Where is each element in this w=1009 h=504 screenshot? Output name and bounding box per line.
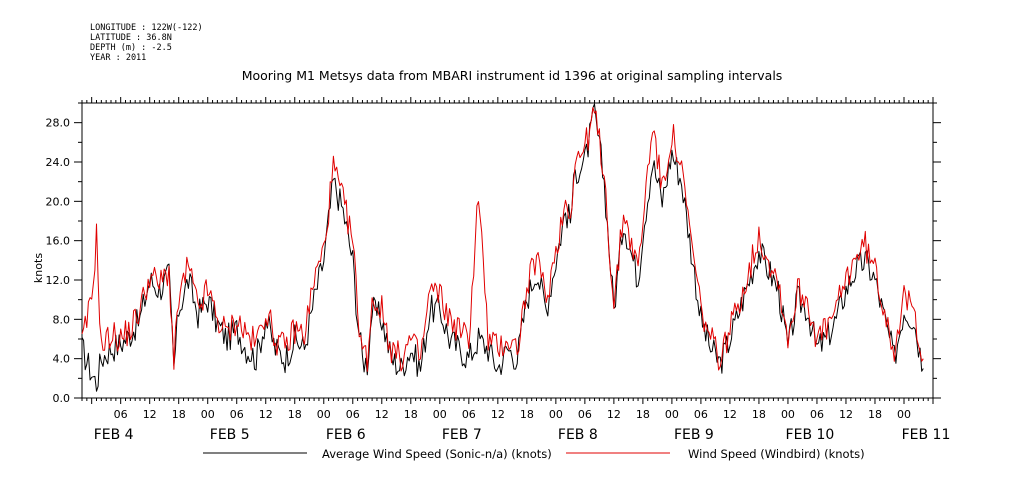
legend: Average Wind Speed (Sonic-n/a) (knots) W… bbox=[203, 447, 865, 461]
x-hour-label: 12 bbox=[723, 408, 737, 421]
metadata-block: LONGITUDE : 122W(-122) LATITUDE : 36.8N … bbox=[90, 23, 203, 63]
y-axis-ticks bbox=[74, 102, 941, 399]
x-hour-label: 00 bbox=[781, 408, 795, 421]
x-day-label: FEB 10 bbox=[786, 427, 835, 443]
y-tick-label: 12.0 bbox=[46, 274, 71, 287]
x-hour-label: 12 bbox=[607, 408, 621, 421]
x-hour-label: 18 bbox=[404, 408, 418, 421]
meta-latitude: LATITUDE : 36.8N bbox=[90, 33, 172, 43]
y-axis-label: knots bbox=[32, 253, 45, 283]
x-hour-label: 18 bbox=[520, 408, 534, 421]
y-axis-tick-labels: 0.0 4.0 8.0 12.0 16.0 20.0 24.0 28.0 bbox=[46, 117, 71, 405]
x-hour-label: 00 bbox=[201, 408, 215, 421]
x-hour-label: 18 bbox=[172, 408, 186, 421]
x-hour-label: 00 bbox=[665, 408, 679, 421]
x-day-label: FEB 5 bbox=[210, 427, 250, 443]
x-day-label: FEB 6 bbox=[326, 427, 366, 443]
series-layer bbox=[81, 103, 924, 392]
x-hour-label: 12 bbox=[375, 408, 389, 421]
chart-title: Mooring M1 Metsys data from MBARI instru… bbox=[242, 68, 783, 83]
x-hour-label: 00 bbox=[317, 408, 331, 421]
y-tick-label: 24.0 bbox=[46, 156, 71, 169]
x-day-label: FEB 7 bbox=[442, 427, 482, 443]
x-hour-label: 12 bbox=[143, 408, 157, 421]
x-hour-label: 18 bbox=[636, 408, 650, 421]
meta-longitude: LONGITUDE : 122W(-122) bbox=[90, 23, 203, 33]
x-hour-label: 12 bbox=[259, 408, 273, 421]
x-hour-label: 18 bbox=[868, 408, 882, 421]
x-day-label: FEB 4 bbox=[94, 427, 134, 443]
x-hour-label: 06 bbox=[694, 408, 708, 421]
x-hour-label: 06 bbox=[114, 408, 128, 421]
x-hour-label: 18 bbox=[288, 408, 302, 421]
x-hour-label: 00 bbox=[549, 408, 563, 421]
x-hour-label: 12 bbox=[491, 408, 505, 421]
plot-frame bbox=[81, 102, 934, 399]
series-sonic-line bbox=[81, 103, 924, 392]
legend-label-sonic: Average Wind Speed (Sonic-n/a) (knots) bbox=[322, 447, 552, 461]
x-axis-hour-labels: 06 12 18 00 06 12 18 00 06 12 18 00 06 12 18 00 06 12 18 00… bbox=[114, 408, 911, 421]
x-hour-label: 00 bbox=[897, 408, 911, 421]
x-axis-ticks bbox=[81, 97, 934, 404]
x-hour-label: 06 bbox=[346, 408, 360, 421]
x-hour-label: 06 bbox=[810, 408, 824, 421]
series-windbird-line bbox=[81, 107, 924, 372]
x-axis-day-labels: FEB 4 FEB 5 FEB 6 FEB 7 FEB 8 FEB 9 FEB 10 FEB … bbox=[94, 427, 951, 443]
y-tick-label: 4.0 bbox=[53, 353, 71, 366]
y-tick-label: 0.0 bbox=[53, 392, 71, 405]
x-hour-label: 12 bbox=[839, 408, 853, 421]
meta-depth: DEPTH (m) : -2.5 bbox=[90, 43, 172, 53]
x-hour-label: 06 bbox=[578, 408, 592, 421]
x-day-label: FEB 11 bbox=[902, 427, 951, 443]
y-tick-label: 20.0 bbox=[46, 195, 71, 208]
legend-label-windbird: Wind Speed (Windbird) (knots) bbox=[688, 447, 865, 461]
y-tick-label: 16.0 bbox=[46, 235, 71, 248]
x-hour-label: 06 bbox=[462, 408, 476, 421]
x-hour-label: 00 bbox=[433, 408, 447, 421]
y-tick-label: 8.0 bbox=[53, 313, 71, 326]
x-hour-label: 18 bbox=[752, 408, 766, 421]
y-tick-label: 28.0 bbox=[46, 117, 71, 130]
meta-year: YEAR : 2011 bbox=[90, 53, 146, 63]
x-day-label: FEB 9 bbox=[674, 427, 714, 443]
x-hour-label: 06 bbox=[230, 408, 244, 421]
x-day-label: FEB 8 bbox=[558, 427, 598, 443]
